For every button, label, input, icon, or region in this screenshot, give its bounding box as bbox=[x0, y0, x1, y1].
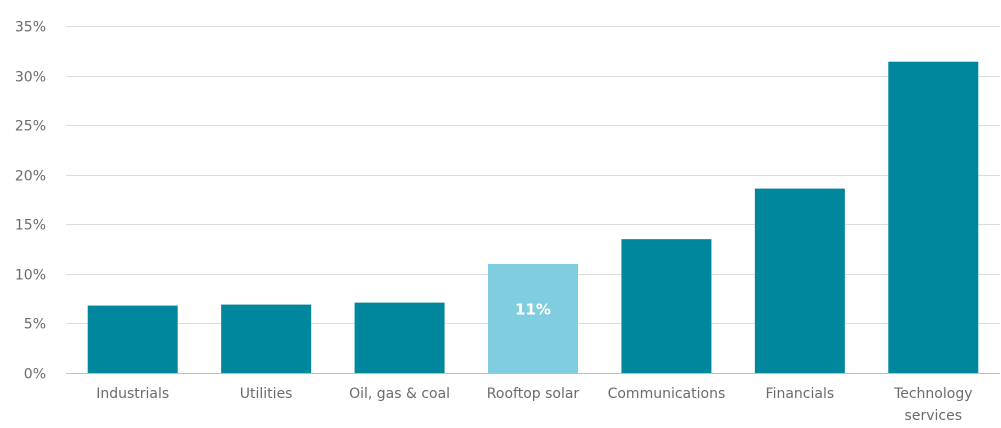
y-tick-label: 0% bbox=[24, 367, 46, 383]
x-tick-label: Technology bbox=[893, 386, 972, 402]
data-labels: 11% bbox=[515, 301, 551, 319]
x-axis-ticks: Industrials Utilities Oil, gas & coal Rooft… bbox=[96, 386, 972, 424]
y-tick-label: 5% bbox=[24, 317, 46, 333]
data-label: 11% bbox=[515, 301, 551, 319]
bars bbox=[87, 61, 979, 373]
y-tick-label: 20% bbox=[15, 169, 46, 185]
bar-technology-services bbox=[888, 61, 979, 373]
bar-rooftop-solar bbox=[488, 263, 578, 373]
x-tick-label: Communications bbox=[608, 386, 726, 402]
y-tick-label: 25% bbox=[15, 119, 46, 135]
bar-oil-gas-coal bbox=[354, 302, 445, 373]
x-tick-label: Oil, gas & coal bbox=[349, 386, 450, 402]
y-axis-ticks: 0% 5% 10% 15% 20% 25% 30% 35% bbox=[15, 20, 46, 383]
y-tick-label: 35% bbox=[15, 20, 46, 36]
x-tick-label: Rooftop solar bbox=[487, 386, 580, 402]
y-tick-label: 10% bbox=[15, 268, 46, 284]
bar-communications bbox=[621, 239, 712, 373]
x-tick-label: Utilities bbox=[240, 386, 293, 402]
x-tick-label: services bbox=[905, 408, 962, 424]
bar-utilities bbox=[221, 304, 312, 373]
x-tick-label: Financials bbox=[766, 386, 835, 402]
y-tick-label: 30% bbox=[15, 70, 46, 86]
x-tick-label: Industrials bbox=[96, 386, 169, 402]
y-tick-label: 15% bbox=[15, 218, 46, 234]
bar-industrials bbox=[87, 305, 178, 373]
bar-financials bbox=[754, 188, 845, 373]
